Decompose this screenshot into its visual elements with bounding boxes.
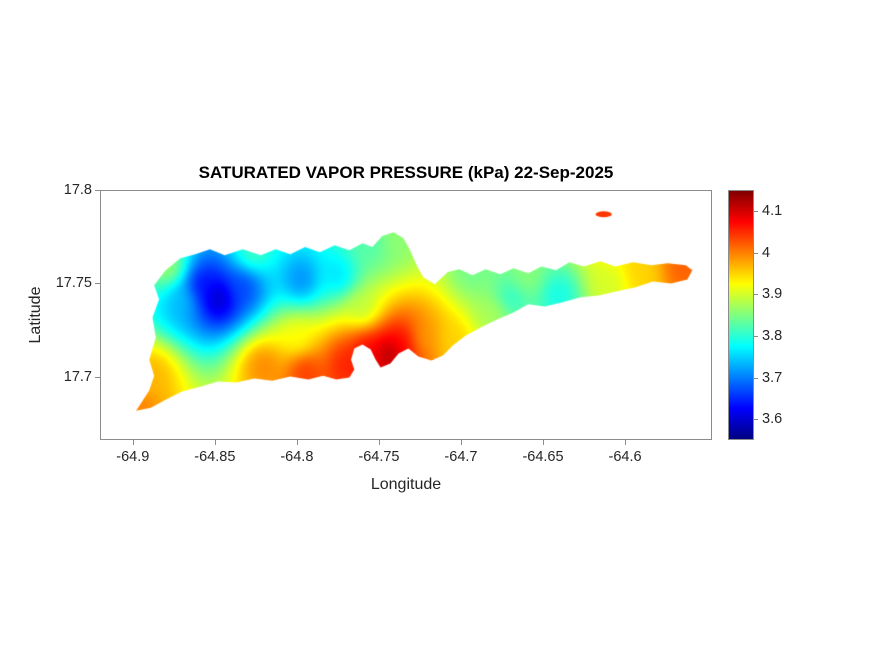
colorbar-tick-label: 3.7 bbox=[762, 369, 783, 386]
x-tick-label: -64.9 bbox=[116, 449, 150, 465]
colorbar-tick-label: 3.9 bbox=[762, 286, 783, 303]
colorbar-tick-mark bbox=[754, 252, 758, 254]
colorbar-tick-mark bbox=[754, 210, 758, 212]
x-tick-mark bbox=[296, 440, 298, 445]
x-tick-mark bbox=[543, 440, 544, 445]
colorbar-tick-mark bbox=[754, 377, 758, 379]
y-axis-label: Latitude bbox=[27, 286, 44, 344]
x-tick-label: -64.6 bbox=[608, 449, 642, 465]
y-tick-mark bbox=[95, 283, 100, 285]
y-tick-label: 17.8 bbox=[63, 182, 92, 198]
colorbar-tick-mark bbox=[754, 419, 758, 421]
x-tick-label: -64.7 bbox=[444, 449, 478, 465]
x-tick-label: -64.75 bbox=[358, 449, 400, 465]
colorbar-tick-mark bbox=[754, 294, 758, 296]
chart-title: SATURATED VAPOR PRESSURE (kPa) 22-Sep-20… bbox=[198, 163, 614, 182]
colorbar-tick-label: 3.8 bbox=[762, 327, 783, 344]
x-tick-mark bbox=[460, 440, 462, 445]
x-tick-mark bbox=[378, 440, 380, 445]
colorbar-tick-label: 4 bbox=[762, 244, 771, 261]
colorbar-tick-label: 3.6 bbox=[762, 411, 783, 428]
y-tick-label: 17.7 bbox=[63, 368, 92, 385]
x-tick-label: -64.85 bbox=[194, 449, 236, 465]
colorbar-tick-label: 4.1 bbox=[762, 202, 783, 219]
y-tick-mark bbox=[95, 376, 100, 378]
x-tick-mark bbox=[625, 440, 627, 445]
colorbar-canvas bbox=[728, 190, 754, 440]
x-tick-label: -64.65 bbox=[522, 449, 564, 465]
y-tick-mark bbox=[95, 190, 100, 191]
x-tick-mark bbox=[214, 440, 216, 445]
x-axis-label: Longitude bbox=[370, 476, 442, 493]
y-tick-label: 17.75 bbox=[55, 275, 92, 292]
colorbar-tick-mark bbox=[754, 335, 758, 337]
heatmap-canvas bbox=[100, 190, 712, 440]
x-tick-label: -64.8 bbox=[280, 449, 314, 465]
x-tick-mark bbox=[132, 440, 134, 445]
